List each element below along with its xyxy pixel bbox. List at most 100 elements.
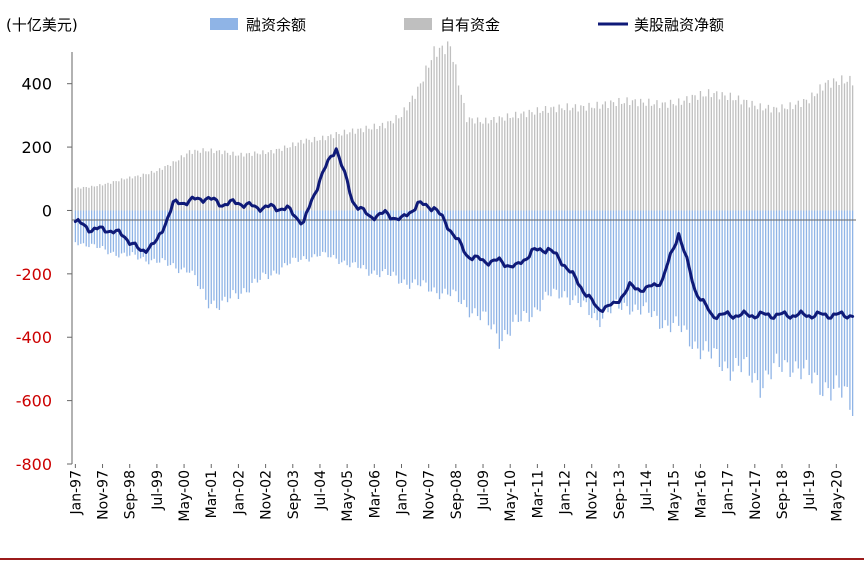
own-funds-bar [82, 186, 85, 211]
own-funds-bar [202, 148, 204, 211]
financing-balance-bar [694, 210, 696, 342]
own-funds-bar [229, 155, 231, 211]
financing-balance-bar [634, 210, 636, 305]
financing-balance-bar [449, 210, 452, 297]
financing-balance-bar [726, 210, 729, 369]
own-funds-bar [781, 104, 783, 211]
legend: 融资余额 自有资金 美股融资净额 [210, 16, 724, 34]
own-funds-bar [607, 108, 609, 211]
own-funds-bar [835, 81, 837, 211]
financing-balance-bar [224, 210, 226, 297]
own-funds-bar [142, 173, 144, 211]
own-funds-bar [656, 100, 658, 211]
own-funds-bar [468, 117, 471, 211]
financing-balance-bar [735, 210, 737, 359]
own-funds-bar [278, 148, 280, 211]
financing-balance-bar [80, 210, 82, 244]
own-funds-bar [104, 183, 106, 211]
own-funds-bar [542, 111, 544, 211]
financing-balance-bar [218, 210, 221, 310]
financing-balance-bar [232, 210, 234, 291]
own-funds-bar [669, 99, 672, 211]
own-funds-bar [245, 153, 248, 211]
own-funds-bar [436, 56, 438, 211]
own-funds-bar [558, 104, 560, 211]
x-tick-label: May-05 [340, 470, 356, 522]
own-funds-bar [832, 78, 835, 211]
own-funds-bar [618, 97, 620, 211]
own-funds-bar [629, 105, 631, 211]
financing-balance-bar [332, 210, 335, 255]
financing-balance-bar [191, 210, 193, 271]
own-funds-bar [365, 125, 367, 211]
financing-balance-bar [322, 210, 324, 252]
financing-balance-bar [365, 210, 367, 270]
own-funds-bar [648, 98, 650, 211]
financing-balance-bar [330, 210, 332, 258]
financing-balance-bar [805, 210, 808, 360]
own-funds-bar [699, 91, 702, 211]
net-financing-line [73, 147, 855, 321]
financing-balance-bar [528, 210, 530, 322]
own-funds-bar [493, 117, 495, 211]
own-funds-bar [553, 106, 555, 211]
own-funds-bar [449, 46, 452, 211]
financing-balance-bar [832, 210, 835, 389]
financing-balance-bar [235, 210, 237, 294]
own-funds-bar [746, 100, 748, 211]
own-funds-bar [789, 102, 791, 211]
financing-balance-bar [640, 210, 642, 315]
own-funds-bar [520, 113, 522, 211]
own-funds-bar [626, 97, 628, 211]
own-funds-bar [572, 107, 574, 211]
x-tick-label: Jan-97 [68, 470, 84, 515]
legend-label: 融资余额 [246, 16, 306, 34]
financing-balance-bar [751, 210, 753, 383]
financing-balance-bar [531, 210, 533, 318]
own-funds-bar [531, 112, 533, 211]
financing-balance-bar [501, 210, 503, 342]
financing-balance-bar [316, 210, 318, 257]
own-funds-bar [273, 153, 275, 211]
own-funds-bar [786, 109, 789, 211]
own-funds-bar [188, 150, 191, 211]
own-funds-bar [591, 107, 593, 211]
x-tick-label: May-15 [666, 470, 682, 522]
own-funds-bar [555, 112, 558, 211]
financing-balance-bar [495, 210, 498, 334]
x-tick-label: Jul-04 [313, 470, 329, 511]
own-funds-bar [99, 184, 101, 211]
own-funds-bar [270, 149, 272, 211]
financing-balance-bar [283, 210, 286, 264]
financing-balance-bar [221, 210, 223, 301]
financing-balance-bar [313, 210, 316, 255]
own-funds-bar [80, 188, 82, 211]
own-funds-bar [697, 99, 699, 211]
own-funds-bar [218, 150, 221, 211]
x-tick-label: Sep-03 [286, 470, 302, 519]
financing-balance-bar [591, 210, 593, 319]
own-funds-bar [724, 95, 726, 211]
own-funds-bar [414, 98, 416, 211]
own-funds-bars [74, 41, 854, 211]
own-funds-bar [167, 164, 169, 211]
financing-balance-bar [648, 210, 650, 313]
financing-balance-bar [838, 210, 840, 388]
own-funds-bar [197, 150, 199, 211]
financing-balance-bar [849, 210, 851, 410]
own-funds-bar [688, 102, 691, 211]
own-funds-bar [525, 117, 528, 211]
own-funds-bar [523, 111, 525, 211]
own-funds-bar [580, 105, 582, 211]
own-funds-bar [479, 122, 481, 211]
own-funds-bar [773, 106, 775, 211]
financing-balance-bar [599, 210, 601, 328]
own-funds-bar [574, 104, 577, 211]
financing-balance-bar [273, 210, 275, 271]
financing-balance-bar [460, 210, 462, 304]
financing-balance-bar [408, 210, 411, 289]
own-funds-bar [308, 139, 310, 211]
financing-balance-bar [653, 210, 655, 312]
financing-balance-bar [680, 210, 683, 333]
own-funds-bar [582, 105, 585, 211]
